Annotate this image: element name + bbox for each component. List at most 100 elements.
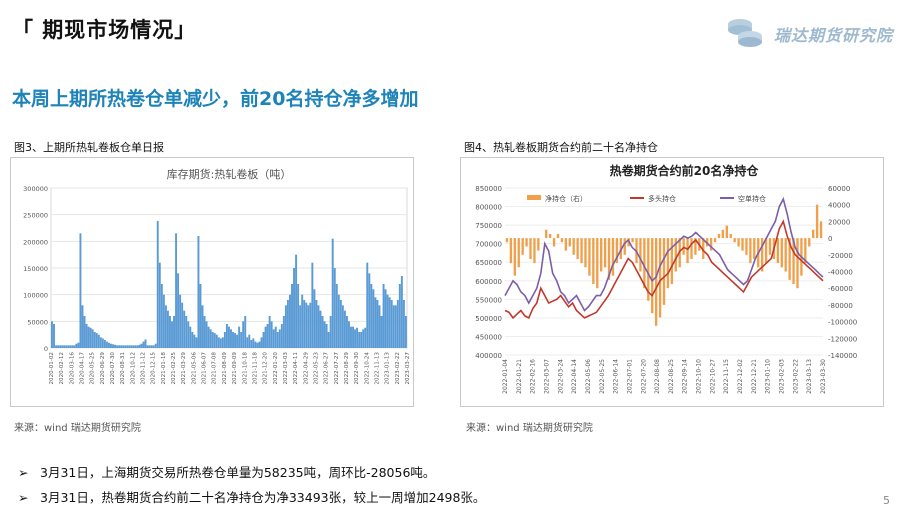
x-tick-label: 2021-05-06 <box>191 352 197 385</box>
y-left-tick-label: 400000 <box>475 352 502 360</box>
net-position-bar <box>788 238 791 280</box>
warrant-bar <box>234 333 237 348</box>
net-position-bar <box>654 238 658 326</box>
x-tick-label: 2020-06-29 <box>100 352 106 385</box>
x-tick-label: 2022-04-29 <box>303 352 309 385</box>
logo-text: 瑞达期货研究院 <box>774 26 894 45</box>
y-right-tick-label: 60000 <box>828 185 850 193</box>
warrant-bar <box>402 300 405 348</box>
net-position-bar <box>588 238 591 276</box>
net-position-bar <box>737 238 740 247</box>
x-tick-label: 2022-01-04 <box>502 359 509 394</box>
x-tick-label: 2021-10-18 <box>242 352 248 385</box>
y-left-tick-label: 700000 <box>475 241 502 249</box>
warrant-bar <box>291 284 293 348</box>
chart-title: 库存期货:热轧卷板（吨） <box>167 167 292 181</box>
net-position-bar <box>745 238 748 255</box>
y-tick-label: 300000 <box>23 185 48 193</box>
bullet-net-position-text: 3月31日，热卷期货合约前二十名净持仓为净33493张，较上一周增加2498张。 <box>40 490 486 505</box>
net-position-bar <box>702 238 705 259</box>
warrant-bar <box>221 337 224 348</box>
net-position-bar <box>682 238 685 255</box>
warrant-bar <box>282 316 285 348</box>
net-position-bar <box>568 238 571 247</box>
warrant-bar <box>207 326 210 348</box>
warrant-bar <box>258 341 261 348</box>
bullet-warrant: ➢ 3月31日，上海期货交易所热卷仓单量为58235吨，周环比-28056吨。 <box>18 462 435 481</box>
warrant-bar <box>209 329 212 348</box>
net-position-bar <box>556 233 560 239</box>
warrant-bar <box>168 316 171 348</box>
warrant-bar <box>274 326 277 348</box>
warrant-bar <box>79 233 82 348</box>
warrant-bar <box>244 316 247 348</box>
net-position-bar <box>674 238 677 272</box>
x-tick-label: 2022-07-20 <box>640 359 647 394</box>
x-tick-label: 2022-01-21 <box>516 359 523 394</box>
warrant-bar <box>394 305 397 348</box>
warrant-bar <box>109 343 112 348</box>
net-position-bar <box>537 238 540 251</box>
y-tick-label: 200000 <box>23 238 48 246</box>
warrant-bar <box>262 332 265 348</box>
y-left-tick-label: 650000 <box>475 259 502 267</box>
warrant-bar <box>345 316 348 348</box>
warrant-bar <box>315 300 318 348</box>
x-tick-label: 2022-02-16 <box>530 359 537 394</box>
x-tick-label: 2022-09-30 <box>354 352 360 385</box>
warrant-bar <box>160 284 163 348</box>
y-tick-label: 150000 <box>23 265 48 273</box>
net-position-bar <box>560 238 564 243</box>
warrant-bar <box>77 342 80 348</box>
net-position-bar <box>576 238 579 259</box>
warrant-bar <box>278 329 281 348</box>
warrant-bar <box>211 332 214 348</box>
warrant-bar <box>333 268 336 348</box>
warrant-bar <box>87 326 90 348</box>
net-position-bar <box>808 238 811 247</box>
x-tick-label: 2022-08-25 <box>668 359 675 394</box>
warrant-bar <box>248 334 251 348</box>
warrant-bar <box>396 300 399 348</box>
bullet-net-position: ➢ 3月31日，热卷期货合约前二十名净持仓为净33493张，较上一周增加2498张… <box>18 487 485 506</box>
warrant-bar <box>107 342 110 348</box>
warrant-bar <box>266 324 269 348</box>
warrant-bar <box>376 300 379 348</box>
warrant-bar <box>63 345 66 348</box>
warrant-bar <box>370 284 373 348</box>
warrant-bar <box>350 326 352 348</box>
x-tick-label: 2021-08-09 <box>222 352 228 385</box>
warrant-bar <box>352 326 355 348</box>
warrant-bar <box>252 338 255 348</box>
warrant-bar <box>362 329 365 348</box>
warrant-bar <box>97 334 100 348</box>
warrant-bar <box>69 345 72 348</box>
warrant-bar <box>280 324 283 348</box>
warrant-bar <box>57 345 60 348</box>
warrant-bar <box>55 345 58 348</box>
net-position-chart: 热卷期货合约前20名净持仓400000450000500000550000600… <box>475 163 857 394</box>
warrant-bar <box>189 326 192 348</box>
net-position-chart-panel: 热卷期货合约前20名净持仓 400000 450000 500000 550000 600… <box>460 157 884 407</box>
warrant-bar <box>286 300 289 348</box>
page-title: 「 期现市场情况」 <box>12 18 197 42</box>
warrant-bar <box>341 305 344 348</box>
x-tick-label: 2023-01-13 <box>385 352 391 385</box>
warrant-bar <box>321 316 324 348</box>
warrant-bar <box>366 262 369 348</box>
net-position-bar <box>592 238 595 285</box>
warrant-bar <box>301 294 304 348</box>
net-position-bar <box>815 204 819 239</box>
net-position-bar <box>709 238 713 251</box>
warrant-bar <box>136 345 139 348</box>
warrant-bar <box>276 332 279 348</box>
warrant-bar <box>325 324 328 348</box>
net-position-bar <box>513 238 516 276</box>
warrant-bar <box>404 316 407 348</box>
warrant-bar <box>319 310 322 348</box>
net-position-bar <box>584 238 587 268</box>
warrant-bar <box>386 294 389 348</box>
warrant-bar <box>51 321 53 348</box>
x-tick-label: 2023-02-22 <box>395 352 401 385</box>
warrant-bar <box>156 221 159 348</box>
